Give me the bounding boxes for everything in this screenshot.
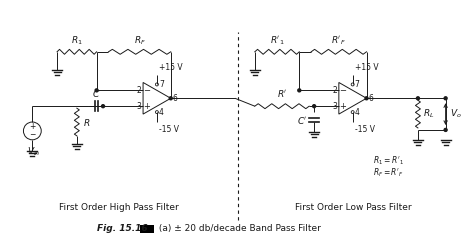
Text: -15 V: -15 V (159, 125, 179, 134)
Text: $C$: $C$ (92, 88, 101, 99)
Text: 2: 2 (332, 86, 337, 95)
Text: 4: 4 (355, 108, 360, 117)
Text: $R_L$: $R_L$ (423, 108, 434, 120)
Text: $R_F$: $R_F$ (134, 34, 146, 47)
Text: (a) ± 20 db/decade Band Pass Filter: (a) ± 20 db/decade Band Pass Filter (156, 224, 321, 233)
Text: Fig. 15.16: Fig. 15.16 (97, 224, 147, 233)
Circle shape (95, 89, 98, 92)
Circle shape (169, 97, 172, 100)
Circle shape (444, 97, 447, 100)
Text: $R$: $R$ (83, 117, 90, 127)
Circle shape (365, 97, 368, 100)
Circle shape (417, 97, 419, 100)
Circle shape (298, 89, 301, 92)
Text: −: − (144, 86, 151, 95)
Text: 3: 3 (136, 102, 141, 111)
Text: $V_{in}$: $V_{in}$ (27, 146, 40, 158)
Text: +15 V: +15 V (355, 62, 378, 72)
Text: 6: 6 (173, 94, 178, 103)
Text: $R'_F$: $R'_F$ (331, 34, 346, 47)
Text: $R_F = R'_F$: $R_F = R'_F$ (374, 166, 404, 179)
FancyBboxPatch shape (140, 225, 154, 233)
Text: $V_o$: $V_o$ (449, 108, 461, 120)
Text: +: + (144, 102, 150, 111)
Text: 7: 7 (159, 80, 164, 89)
Text: +15 V: +15 V (159, 62, 182, 72)
Text: First Order Low Pass Filter: First Order Low Pass Filter (295, 202, 412, 212)
Text: −: − (29, 130, 36, 139)
Text: $C'$: $C'$ (297, 115, 307, 125)
Text: −: − (339, 86, 346, 95)
Text: $R'_1$: $R'_1$ (270, 34, 284, 47)
Text: 6: 6 (368, 94, 374, 103)
Circle shape (101, 105, 104, 108)
Text: $R'$: $R'$ (277, 88, 287, 99)
Circle shape (313, 105, 316, 108)
Text: $R_1$: $R_1$ (71, 34, 82, 47)
Text: 2: 2 (137, 86, 141, 95)
Text: First Order High Pass Filter: First Order High Pass Filter (59, 202, 179, 212)
Text: -15 V: -15 V (355, 125, 374, 134)
Text: $R_1 = R'_1$: $R_1 = R'_1$ (374, 154, 404, 167)
Text: +: + (29, 123, 36, 131)
Text: 3: 3 (332, 102, 337, 111)
Text: 7: 7 (355, 80, 360, 89)
Text: 4: 4 (159, 108, 164, 117)
Text: +: + (339, 102, 346, 111)
Circle shape (444, 128, 447, 131)
